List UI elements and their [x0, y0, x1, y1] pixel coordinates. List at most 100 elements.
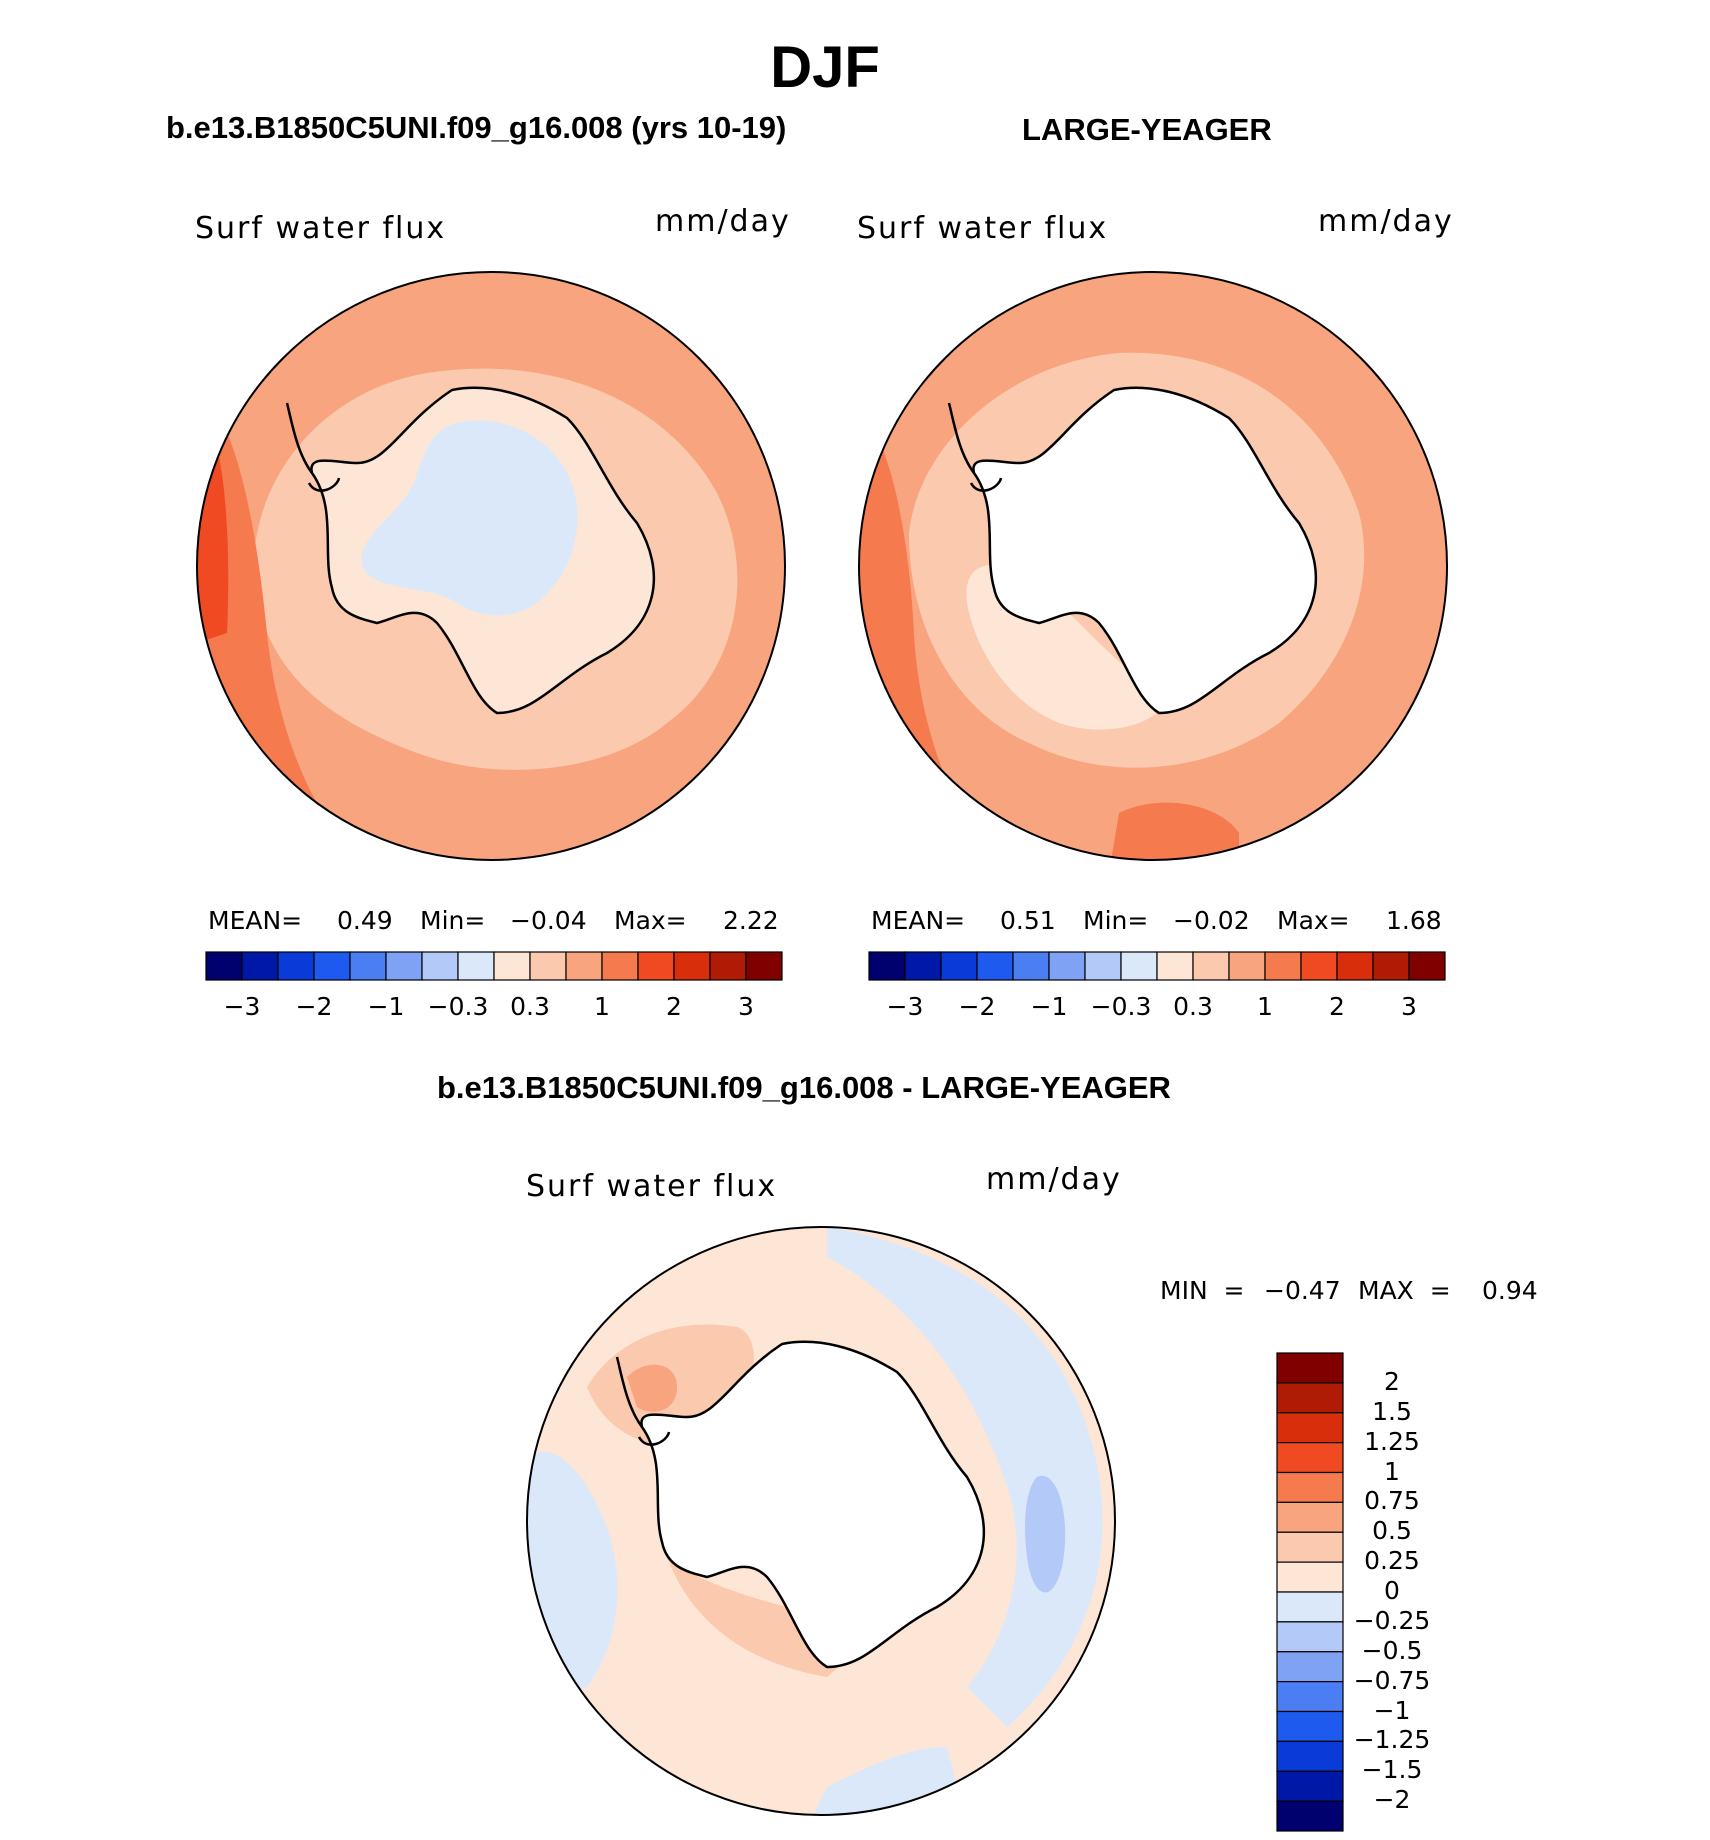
map-border: [526, 1226, 1116, 1816]
colorbar-tick-label: −1: [367, 992, 405, 1021]
colorbar-diff: [1276, 1352, 1344, 1832]
colorbar-swatch: [1276, 1442, 1344, 1474]
diff-neg-band-east: [827, 1227, 1103, 1727]
colorbar-swatch: [709, 951, 747, 981]
colorbar-tick-label: −0.75: [1353, 1665, 1431, 1695]
peninsula: [947, 402, 1003, 492]
min-label-right: Min=: [1083, 906, 1149, 935]
map-border: [858, 271, 1448, 861]
colorbar-tick-label: 0: [1384, 1576, 1400, 1605]
colorbar-swatch: [601, 951, 639, 981]
case-title-left: b.e13.B1850C5UNI.f09_g16.008 (yrs 10-19): [166, 110, 787, 145]
colorbar-tick-label: 1: [594, 992, 610, 1021]
colorbar-tick-label: 0.5: [1372, 1516, 1412, 1546]
colorbar-swatch: [1276, 1352, 1344, 1384]
coastline: [640, 1340, 986, 1669]
colorbar-right: [868, 951, 1446, 981]
colorbar-swatch: [1120, 951, 1158, 981]
colorbar-tick-label: −1.25: [1353, 1725, 1431, 1755]
colorbar-tick-label: 0.75: [1364, 1486, 1420, 1516]
colorbar-swatch: [1276, 1382, 1344, 1414]
colorbar-swatch: [1228, 951, 1266, 981]
diff-min-label: MIN =: [1160, 1276, 1245, 1305]
colorbar-swatch: [1300, 951, 1338, 981]
units-label-diff: mm/day: [986, 1162, 1122, 1197]
colorbar-swatch: [277, 951, 315, 981]
land-area: [973, 387, 1316, 713]
case-title-right: LARGE-YEAGER: [1022, 112, 1272, 147]
colorbar-tick-label: −3: [223, 992, 261, 1021]
colorbar-tick-label: −3: [886, 992, 924, 1021]
variable-label-left: Surf water flux: [195, 211, 447, 246]
page-title: DJF: [770, 35, 880, 100]
colorbar-swatch: [493, 951, 531, 981]
colorbar-swatch: [637, 951, 675, 981]
colorbar-swatch: [1276, 1770, 1344, 1802]
diff-pos-strong: [627, 1364, 677, 1412]
polar-map-model: [196, 271, 786, 861]
colorbar-swatch: [1276, 1621, 1344, 1653]
mean-value-left: 0.49: [337, 906, 393, 935]
colorbar-swatch: [1276, 1412, 1344, 1444]
colorbar-left: [205, 951, 783, 981]
colorbar-swatch: [1156, 951, 1194, 981]
colorbar-swatch: [421, 951, 459, 981]
colorbar-swatch: [313, 951, 351, 981]
diff-neg-deep: [1025, 1475, 1066, 1593]
colorbar-tick-label: 0.25: [1364, 1546, 1420, 1576]
diff-max-value: 0.94: [1482, 1276, 1538, 1305]
colorbar-swatch: [904, 951, 942, 981]
colorbar-swatch: [1276, 1800, 1344, 1832]
colorbar-diff-ticks: 2 1.5 1.25 1 0.75 0.5 0.25 0 −0.25 −0.5 −0.75 −1 −1.…: [1352, 1352, 1472, 1832]
colorbar-swatch: [1276, 1591, 1344, 1623]
colorbar-swatch: [1276, 1681, 1344, 1713]
colorbar-tick-label: 0.3: [1173, 992, 1213, 1021]
units-label-left: mm/day: [655, 204, 791, 239]
colorbar-tick-label: 1.25: [1364, 1426, 1420, 1456]
max-label-left: Max=: [614, 906, 687, 935]
colorbar-tick-label: 2: [666, 992, 682, 1021]
colorbar-swatch: [1192, 951, 1230, 981]
colorbar-swatch: [673, 951, 711, 981]
colorbar-tick-label: 2: [1384, 1366, 1400, 1396]
max-label-right: Max=: [1277, 906, 1350, 935]
map-border: [196, 271, 786, 861]
colorbar-tick-label: 1: [1257, 992, 1273, 1021]
colorbar-swatch: [1276, 1471, 1344, 1503]
colorbar-swatch: [1372, 951, 1410, 981]
min-value-right: −0.02: [1173, 906, 1250, 935]
colorbar-swatch: [976, 951, 1014, 981]
variable-label-diff: Surf water flux: [526, 1169, 778, 1204]
colorbar-tick-label: −1: [1373, 1695, 1411, 1725]
colorbar-tick-label: −0.3: [1090, 992, 1152, 1021]
colorbar-left-ticks: −3 −2 −1 −0.3 0.3 1 2 3: [206, 992, 782, 1024]
colorbar-swatch: [1336, 951, 1374, 981]
colorbar-swatch: [1012, 951, 1050, 981]
colorbar-swatch: [940, 951, 978, 981]
colorbar-swatch: [1048, 951, 1086, 981]
mean-value-right: 0.51: [1000, 906, 1056, 935]
max-value-right: 1.68: [1386, 906, 1442, 935]
diff-max-label: MAX =: [1358, 1276, 1451, 1305]
colorbar-tick-label: −1.5: [1361, 1755, 1423, 1785]
colorbar-swatch: [1264, 951, 1302, 981]
colorbar-swatch: [457, 951, 495, 981]
diff-min-value: −0.47: [1264, 1276, 1341, 1305]
colorbar-swatch: [529, 951, 567, 981]
colorbar-swatch: [1276, 1710, 1344, 1742]
colorbar-tick-label: −0.3: [427, 992, 489, 1021]
colorbar-swatch: [1276, 1501, 1344, 1533]
colorbar-tick-label: −2: [958, 992, 996, 1021]
coastline: [310, 386, 656, 715]
colorbar-swatch: [1084, 951, 1122, 981]
colorbar-tick-label: 0.3: [510, 992, 550, 1021]
units-label-right: mm/day: [1318, 204, 1454, 239]
colorbar-swatch: [1408, 951, 1446, 981]
land-neg-interior: [361, 420, 578, 616]
colorbar-swatch: [745, 951, 783, 981]
colorbar-tick-label: −2: [1373, 1785, 1411, 1815]
mean-label-right: MEAN=: [871, 906, 966, 935]
colorbar-tick-label: 3: [1401, 992, 1417, 1021]
coastline: [972, 386, 1318, 715]
polar-map-obs: [858, 271, 1448, 861]
